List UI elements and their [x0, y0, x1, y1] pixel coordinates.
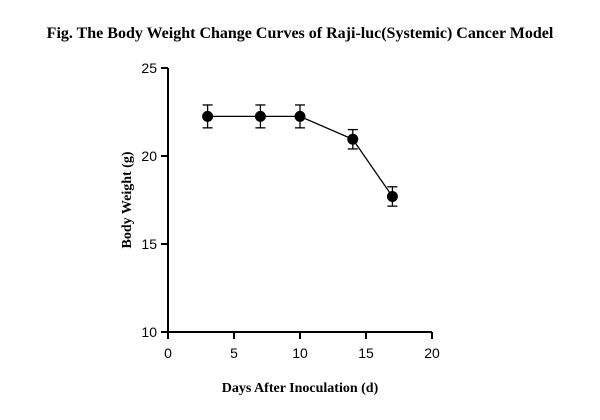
- data-series: [202, 104, 398, 207]
- x-axis-ticks: 0 5 10 15 20: [164, 332, 440, 361]
- x-axis-label: Days After Inoculation (d): [222, 381, 379, 396]
- x-tick-label: 10: [292, 345, 308, 361]
- data-point: [347, 133, 359, 145]
- y-tick-label: 20: [141, 148, 157, 164]
- chart-title: Fig. The Body Weight Change Curves of Ra…: [47, 25, 554, 42]
- data-point: [254, 110, 266, 122]
- x-tick-label: 0: [164, 345, 172, 361]
- y-axis-ticks: 10 15 20 25: [141, 60, 168, 340]
- data-point: [386, 190, 398, 202]
- y-tick-label: 25: [141, 60, 157, 76]
- x-tick-label: 20: [424, 345, 440, 361]
- y-axis-label: Body Weight (g): [120, 151, 135, 248]
- data-point: [202, 110, 214, 122]
- y-tick-label: 10: [141, 324, 157, 340]
- y-tick-label: 15: [141, 236, 157, 252]
- data-point: [294, 110, 306, 122]
- x-tick-label: 15: [358, 345, 374, 361]
- x-tick-label: 5: [230, 345, 238, 361]
